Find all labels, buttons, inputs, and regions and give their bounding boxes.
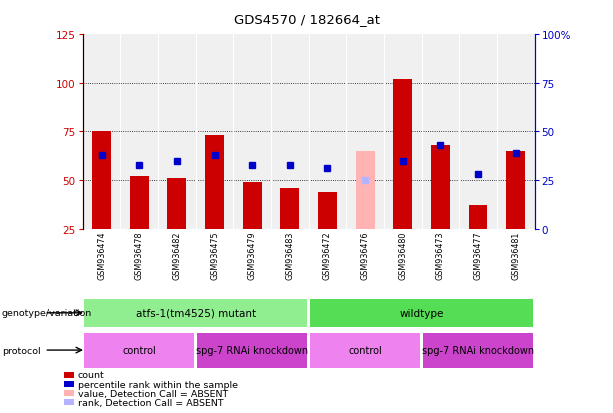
Text: GSM936472: GSM936472	[323, 231, 332, 280]
Text: GDS4570 / 182664_at: GDS4570 / 182664_at	[234, 13, 379, 26]
Text: GSM936475: GSM936475	[210, 231, 219, 280]
Text: control: control	[123, 345, 156, 355]
Text: wildtype: wildtype	[400, 308, 444, 318]
Bar	[167, 179, 186, 229]
Text: spg-7 RNAi knockdown: spg-7 RNAi knockdown	[196, 345, 308, 355]
Text: GSM936476: GSM936476	[360, 231, 370, 280]
Text: genotype/variation: genotype/variation	[2, 309, 92, 318]
Text: atfs-1(tm4525) mutant: atfs-1(tm4525) mutant	[135, 308, 256, 318]
Bar	[197, 333, 307, 368]
Bar	[423, 333, 533, 368]
Bar	[205, 136, 224, 229]
Bar	[310, 333, 420, 368]
Text: value, Detection Call = ABSENT: value, Detection Call = ABSENT	[78, 389, 228, 398]
Bar	[310, 299, 533, 327]
Text: GSM936482: GSM936482	[172, 231, 181, 280]
Text: GSM936478: GSM936478	[135, 231, 143, 280]
Bar	[243, 183, 262, 229]
Bar	[394, 80, 412, 229]
Bar	[84, 299, 307, 327]
Text: GSM936483: GSM936483	[285, 231, 294, 280]
Bar	[84, 333, 194, 368]
Text: GSM936481: GSM936481	[511, 231, 520, 280]
Text: count: count	[78, 370, 105, 380]
Text: GSM936474: GSM936474	[97, 231, 106, 280]
Text: GSM936473: GSM936473	[436, 231, 445, 280]
Bar	[356, 152, 375, 229]
Text: GSM936477: GSM936477	[474, 231, 482, 280]
Bar	[280, 188, 299, 229]
Text: protocol: protocol	[2, 346, 40, 355]
Text: percentile rank within the sample: percentile rank within the sample	[78, 380, 238, 389]
Bar	[318, 192, 337, 229]
Bar	[130, 177, 148, 229]
Text: GSM936479: GSM936479	[248, 231, 257, 280]
Text: rank, Detection Call = ABSENT: rank, Detection Call = ABSENT	[78, 398, 224, 407]
Text: spg-7 RNAi knockdown: spg-7 RNAi knockdown	[422, 345, 534, 355]
Bar	[431, 146, 450, 229]
Bar	[92, 132, 111, 229]
Text: control: control	[348, 345, 382, 355]
Bar	[506, 152, 525, 229]
Text: GSM936480: GSM936480	[398, 231, 407, 280]
Bar	[469, 206, 487, 229]
